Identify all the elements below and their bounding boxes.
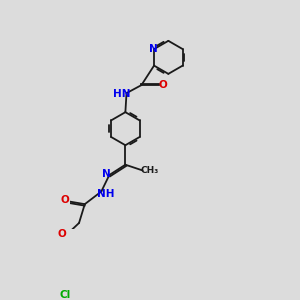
Text: Cl: Cl (60, 290, 71, 299)
Text: O: O (60, 195, 69, 205)
Text: N: N (102, 169, 111, 179)
Text: O: O (158, 80, 167, 90)
Text: O: O (58, 229, 67, 239)
Text: HN: HN (113, 89, 130, 99)
Text: N: N (149, 44, 158, 54)
Text: CH₃: CH₃ (141, 166, 159, 175)
Text: NH: NH (97, 189, 114, 199)
